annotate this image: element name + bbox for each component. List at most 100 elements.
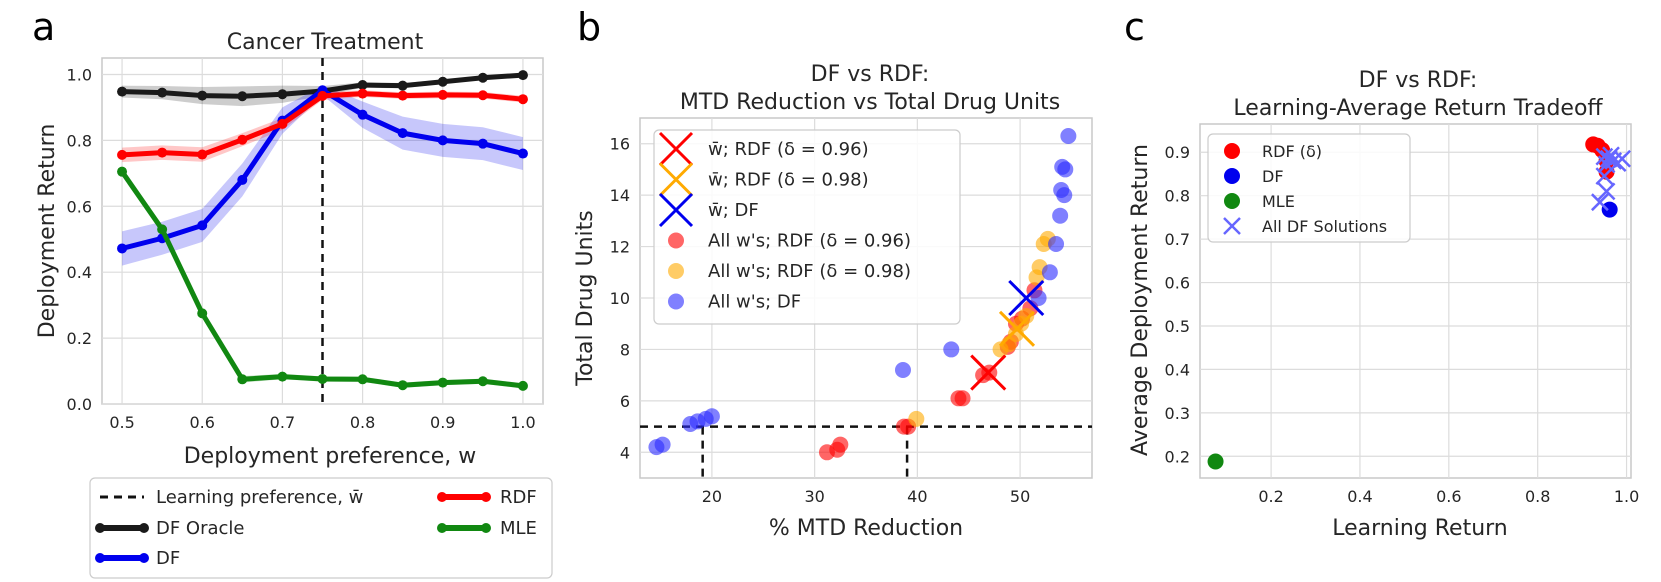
panel-c-legend: RDF (δ) DF MLE All DF Solutions [1207, 133, 1411, 243]
panel-c-title-line2: Learning-Average Return Tradeoff [1233, 96, 1603, 121]
panel-a-xtick: 0.8 [350, 413, 375, 432]
panel-b-point-all-w-s-rdf-0-98 [908, 410, 925, 427]
legend-label-vline: Learning preference, w̄ [156, 487, 363, 508]
panel-c-legend-marker-mle [1224, 193, 1240, 209]
panel-a-ytick: 0.4 [67, 263, 92, 282]
panel-a-point-df-oracle [357, 80, 368, 91]
panel-b-legend: w̄; RDF (δ = 0.96) w̄; RDF (δ = 0.98) w̄; … [653, 129, 961, 325]
panel-a-ytick: 1.0 [67, 65, 92, 84]
panel-a-title: Cancer Treatment [227, 30, 424, 55]
panel-b-ytick: 6 [620, 392, 630, 411]
panel-a-point-mle [197, 308, 208, 319]
panel-b-xtick: 20 [702, 487, 722, 506]
panel-b-point-all-w-s-df [1030, 290, 1047, 306]
panel-c-ytick: 0.7 [1165, 230, 1190, 249]
panel-a-point-mle [277, 371, 288, 382]
panel-b-legend-label-all-w-s-rdf-0-98: All w's; RDF (δ = 0.98) [708, 261, 911, 282]
panel-b-point-all-w-s-df [1056, 187, 1073, 204]
panel-b-ytick: 8 [620, 340, 630, 359]
panel-b-point-all-w-s-df [1052, 207, 1069, 224]
panel-a-xtick: 0.5 [109, 413, 134, 432]
panel-c-legend-label-df: DF [1262, 167, 1284, 186]
legend-label-mle: MLE [500, 518, 537, 539]
panel-a-ytick: 0.8 [67, 131, 92, 150]
panel-b-ytick: 12 [610, 238, 630, 257]
legend-dot-df-end [139, 553, 149, 563]
panel-c-ytick: 0.5 [1165, 317, 1190, 336]
panel-a-point-mle [477, 376, 488, 387]
panel-b-xlabel: % MTD Reduction [769, 516, 963, 541]
panel-b-legend-marker-w-rdf-0-96-b [658, 131, 694, 167]
panel-a-point-df-oracle [117, 86, 128, 97]
panel-a-point-df-oracle [477, 72, 488, 83]
panel-a-point-rdf [517, 94, 528, 105]
panel-a-point-df [237, 174, 248, 185]
panel-b-marker-w-rdf-0-98-b [998, 310, 1036, 347]
panel-b-xtick: 40 [907, 487, 927, 506]
panel-b-point-all-w-s-rdf-0-98 [1018, 308, 1035, 324]
panel-a-point-df-oracle [517, 70, 528, 81]
panel-a-band-df [122, 85, 523, 266]
panel-b-legend-label-all-w-s-df: All w's; DF [708, 292, 801, 313]
panel-a-point-rdf [437, 89, 448, 100]
panel-c-marker-all-df-solutions-b [1602, 146, 1620, 165]
panel-c-ytick: 0.6 [1165, 274, 1190, 293]
panel-c-ytick: 0.4 [1165, 360, 1190, 379]
panel-c-xlabel: Learning Return [1332, 516, 1508, 541]
panel-a-band-rdf [122, 90, 523, 163]
panel-a-point-mle [157, 224, 168, 235]
panel-a-ytick: 0.0 [67, 395, 92, 414]
panel-a-point-mle [237, 374, 248, 385]
panel-c-legend-marker-df [1224, 168, 1240, 184]
panel-c: c DF vs RDF: Learning-Average Return Tra… [1124, 5, 1639, 541]
panel-b-legend-marker-w-rdf-0-98-b [658, 162, 694, 197]
panel-a-point-df [517, 148, 528, 159]
panel-c-legend-label-all-df-solutions: All DF Solutions [1262, 217, 1387, 236]
panel-c-xtick: 1.0 [1614, 487, 1639, 506]
panel-label-a: a [32, 5, 55, 49]
panel-b-legend-marker-all-w-s-rdf-0-98 [668, 263, 684, 279]
panel-a-point-df-oracle [237, 91, 248, 102]
legend-dot-rdf-end [481, 492, 491, 502]
panel-c-xtick: 0.6 [1436, 487, 1461, 506]
panel-b-point-all-w-s-df [1057, 161, 1074, 178]
panel-a-point-mle [117, 166, 128, 177]
panel-b: b DF vs RDF: MTD Reduction vs Total Drug… [573, 5, 1093, 541]
legend-dot-mle-end [481, 523, 491, 533]
panel-a-point-df [477, 138, 488, 149]
panel-a-xlabel: Deployment preference, w [184, 444, 477, 469]
panel-b-ytick: 10 [610, 289, 630, 308]
panel-c-marker-all-df-solutions-b [1591, 193, 1609, 212]
panel-label-b: b [577, 5, 601, 49]
panel-a-xtick: 0.7 [270, 413, 295, 432]
panel-a-point-rdf [237, 134, 248, 145]
panel-b-point-all-w-s-df [1041, 264, 1058, 281]
panel-a-ytick: 0.6 [67, 197, 92, 216]
panel-b-xtick: 30 [804, 487, 824, 506]
panel-c-ytick: 0.9 [1165, 143, 1190, 162]
panel-b-legend-marker-all-w-s-df [668, 293, 684, 310]
panel-a-point-mle [517, 380, 528, 391]
panel-b-legend-box [653, 129, 961, 325]
panel-b-legend-marker-w-df-b [658, 192, 694, 228]
panel-c-title-line1: DF vs RDF: [1359, 68, 1478, 93]
panel-b-title-line1: DF vs RDF: [811, 62, 930, 87]
panel-a-xtick: 1.0 [510, 413, 535, 432]
panel-a-point-mle [357, 374, 368, 385]
panel-a-point-df-oracle [197, 90, 208, 101]
legend-dot-mle [437, 523, 447, 533]
panel-b-xtick: 50 [1010, 487, 1030, 506]
panel-a-point-rdf [317, 90, 328, 101]
panel-a-point-df-oracle [277, 89, 288, 100]
panel-a-xtick: 0.9 [430, 413, 455, 432]
panel-a-legend: Learning preference, w̄ DF Oracle DF RDF… [89, 477, 553, 579]
panel-b-point-all-w-s-rdf-0-96 [954, 390, 971, 407]
panel-b-point-all-w-s-rdf-0-96 [832, 436, 849, 453]
panel-c-xtick: 0.2 [1258, 487, 1283, 506]
panel-a-point-df-oracle [397, 80, 408, 91]
panel-b-legend-marker-all-w-s-rdf-0-96 [668, 232, 684, 249]
panel-c-marker-all-df-solutions-b [1595, 147, 1614, 166]
panel-c-legend-label-rdf: RDF (δ) [1262, 142, 1322, 161]
panel-b-point-all-w-s-df [703, 408, 720, 425]
